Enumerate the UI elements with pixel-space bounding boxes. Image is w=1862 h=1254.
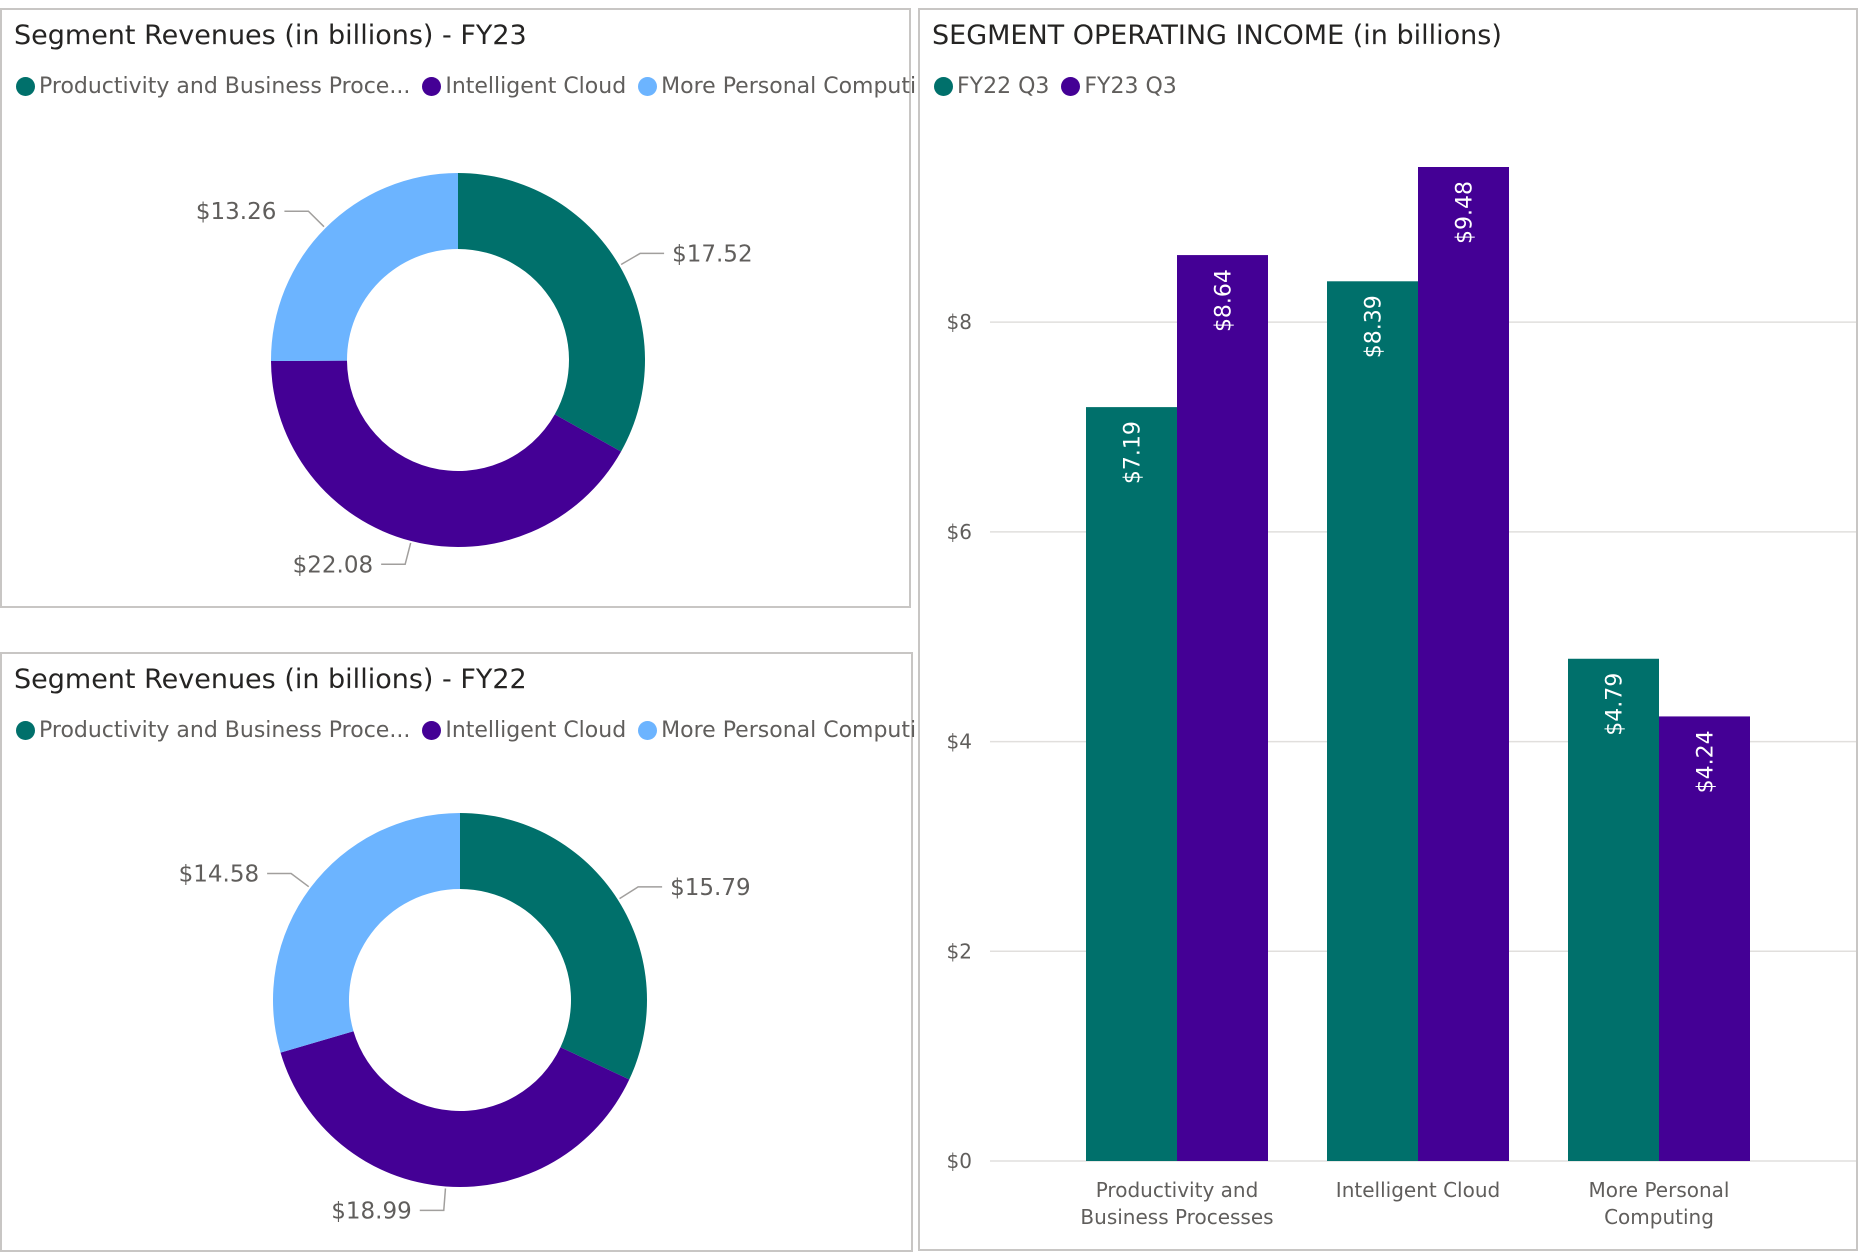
- bar-data-label: $8.39: [1362, 295, 1387, 358]
- donut-slice[interactable]: [460, 813, 647, 1080]
- legend-dot-icon: [422, 77, 442, 96]
- x-category-label: Business Processes: [1080, 1205, 1273, 1229]
- slice-data-label: $15.79: [670, 875, 750, 901]
- bar-data-label: $9.48: [1453, 181, 1478, 244]
- donut-slice[interactable]: [273, 813, 460, 1053]
- legend-label: FY22 Q3: [957, 74, 1050, 99]
- donut-slice[interactable]: [271, 173, 458, 362]
- slice-data-label: $14.58: [179, 862, 259, 888]
- operating-income-panel: SEGMENT OPERATING INCOME (in billions) F…: [918, 8, 1858, 1251]
- x-category-label: Computing: [1604, 1205, 1714, 1229]
- leader-line: [419, 1188, 447, 1212]
- y-tick-label: $2: [947, 939, 972, 963]
- operating-income-bar-chart: $0 $2 $4 $6 $8 $7.19 $8.64 Productivity and Busi…: [947, 167, 1856, 1229]
- legend-dot-icon: [638, 721, 658, 740]
- legend-dot-icon: [422, 721, 442, 740]
- y-tick-label: $0: [947, 1149, 972, 1173]
- slice-data-label: $17.52: [672, 241, 752, 267]
- x-category-label: Intelligent Cloud: [1336, 1178, 1500, 1202]
- y-tick-label: $8: [947, 310, 972, 334]
- legend-item[interactable]: More Personal Computing: [638, 718, 944, 743]
- fy23-revenue-panel: Segment Revenues (in billions) - FY23 Pr…: [0, 8, 944, 608]
- x-category-label: More Personal: [1589, 1178, 1730, 1202]
- bar[interactable]: [1327, 281, 1418, 1161]
- income-chart-title: SEGMENT OPERATING INCOME (in billions): [932, 20, 1502, 51]
- legend-item[interactable]: Intelligent Cloud: [422, 718, 626, 743]
- y-tick-label: $6: [947, 520, 972, 544]
- legend-item[interactable]: Productivity and Business Proce...: [16, 74, 410, 99]
- fy23-donut-chart: $17.52 $22.08 $13.26: [196, 173, 753, 578]
- bar[interactable]: [1086, 407, 1177, 1161]
- legend-label: More Personal Computing: [661, 74, 945, 99]
- bar-data-label: $4.24: [1694, 730, 1719, 793]
- slice-data-label: $22.08: [293, 552, 373, 578]
- legend-label: More Personal Computing: [661, 718, 945, 743]
- leader-line: [284, 210, 325, 228]
- y-tick-label: $4: [947, 730, 972, 754]
- slice-data-label: $18.99: [331, 1198, 411, 1224]
- legend-label: Productivity and Business Proce...: [39, 74, 411, 99]
- legend-label: Intelligent Cloud: [445, 74, 627, 99]
- donut-slice[interactable]: [271, 360, 622, 547]
- leader-line: [619, 886, 663, 900]
- bar-data-label: $4.79: [1603, 673, 1628, 736]
- fy22-chart-title: Segment Revenues (in billions) - FY22: [14, 664, 527, 695]
- fy22-legend: Productivity and Business Proce... Intell…: [16, 718, 956, 743]
- legend-dot-icon: [16, 77, 35, 96]
- fy22-revenue-panel: Segment Revenues (in billions) - FY22 Pr…: [0, 652, 944, 1252]
- x-category-label: Productivity and: [1096, 1178, 1259, 1202]
- legend-label: FY23 Q3: [1084, 74, 1177, 99]
- fy23-chart-title: Segment Revenues (in billions) - FY23: [14, 20, 527, 51]
- donut-slice[interactable]: [280, 1031, 630, 1187]
- bar[interactable]: [1177, 255, 1268, 1162]
- leader-line: [381, 542, 412, 566]
- legend-label: Productivity and Business Proce...: [39, 718, 411, 743]
- fy22-donut-chart: $15.79 $18.99 $14.58: [179, 813, 751, 1224]
- legend-item[interactable]: Productivity and Business Proce...: [16, 718, 410, 743]
- donut-slice[interactable]: [458, 173, 646, 452]
- leader-line: [267, 872, 310, 888]
- bar-data-label: $8.64: [1212, 269, 1237, 332]
- legend-item[interactable]: FY22 Q3: [934, 74, 1049, 99]
- legend-dot-icon: [934, 77, 953, 96]
- legend-item[interactable]: Intelligent Cloud: [422, 74, 626, 99]
- slice-data-label: $13.26: [196, 199, 276, 225]
- leader-line: [620, 252, 665, 266]
- bar[interactable]: [1418, 167, 1509, 1161]
- legend-item[interactable]: FY23 Q3: [1061, 74, 1177, 99]
- bar-data-label: $7.19: [1121, 421, 1146, 484]
- legend-item[interactable]: More Personal Computing: [638, 74, 944, 99]
- legend-label: Intelligent Cloud: [445, 718, 627, 743]
- legend-dot-icon: [16, 721, 35, 740]
- legend-dot-icon: [1061, 77, 1081, 96]
- bar[interactable]: [1659, 716, 1750, 1161]
- income-legend: FY22 Q3 FY23 Q3: [934, 74, 1189, 99]
- legend-dot-icon: [638, 77, 658, 96]
- fy23-legend: Productivity and Business Proce... Intell…: [16, 74, 956, 99]
- bar[interactable]: [1568, 658, 1659, 1161]
